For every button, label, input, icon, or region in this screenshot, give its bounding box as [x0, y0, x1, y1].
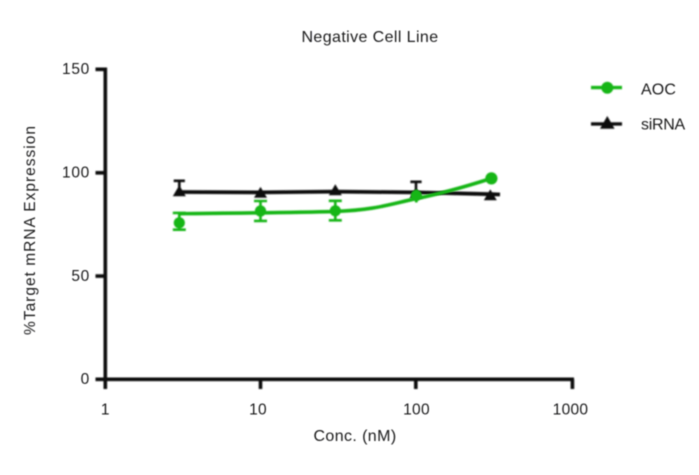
svg-text:100: 100	[403, 402, 430, 419]
svg-text:%Target mRNA Expression: %Target mRNA Expression	[22, 125, 39, 335]
svg-text:0: 0	[81, 371, 90, 388]
svg-text:1000: 1000	[553, 402, 589, 419]
svg-text:10: 10	[249, 402, 267, 419]
svg-text:AOC: AOC	[641, 82, 676, 99]
svg-text:100: 100	[62, 165, 90, 182]
svg-text:Negative Cell Line: Negative Cell Line	[301, 29, 438, 46]
svg-text:50: 50	[71, 268, 90, 285]
svg-text:siRNA: siRNA	[641, 117, 685, 134]
svg-text:1: 1	[101, 402, 110, 419]
svg-text:Conc. (nM): Conc. (nM)	[313, 428, 396, 445]
svg-text:150: 150	[62, 61, 90, 78]
